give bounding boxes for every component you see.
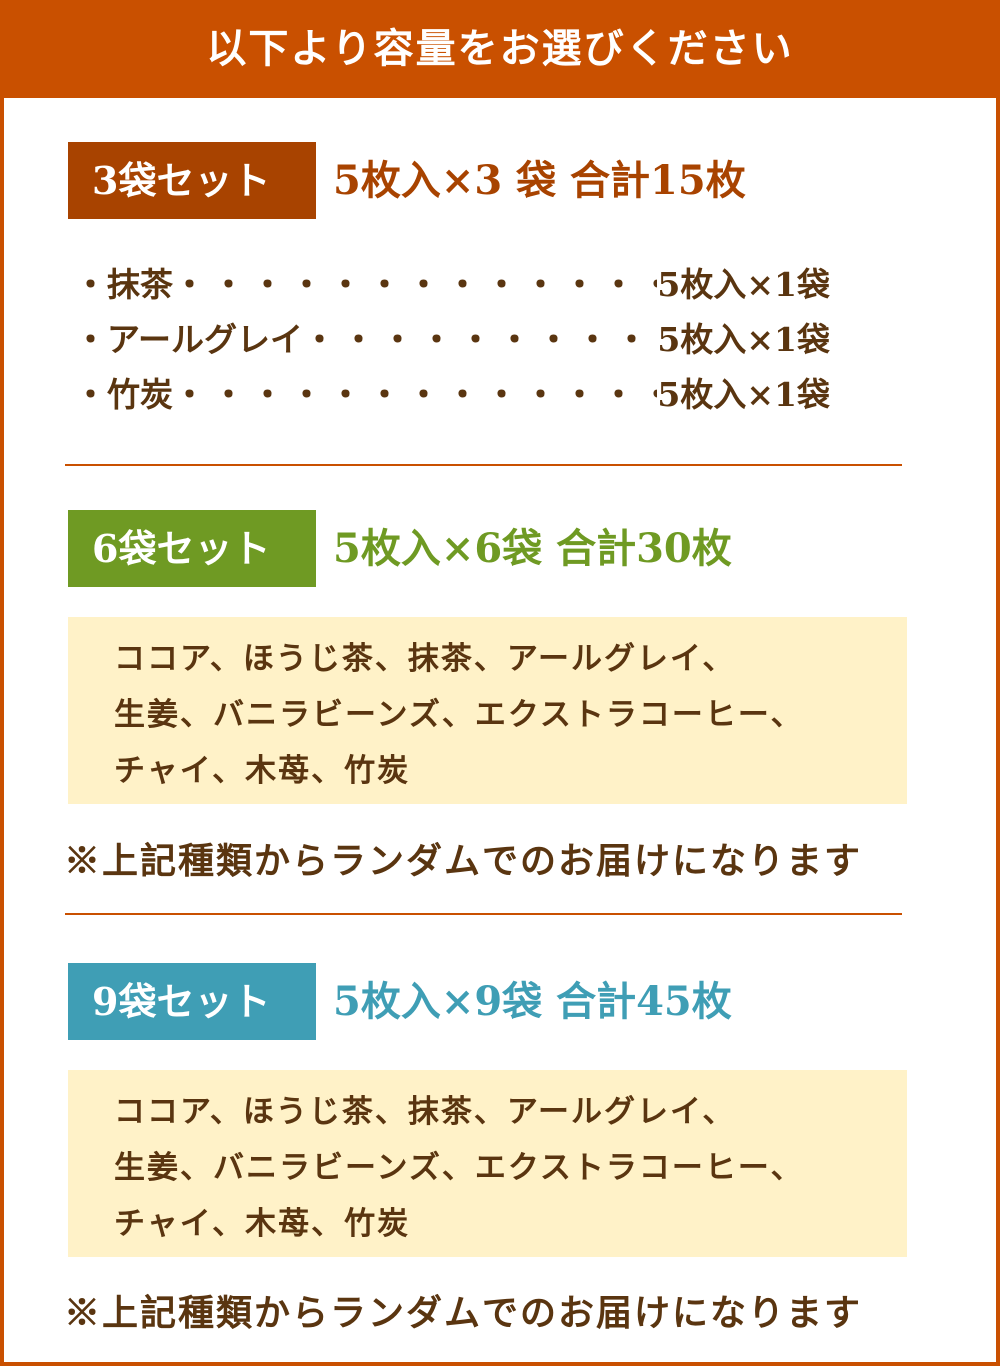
- item-value: 5枚入×1袋: [657, 375, 830, 414]
- item-value: 5枚入×1袋: [657, 265, 830, 304]
- item-name: ・アールグレイ: [74, 320, 304, 359]
- item-value: 5枚入×1袋: [657, 320, 830, 359]
- flavor-line: ココア、ほうじ茶、抹茶、アールグレイ、: [114, 1094, 736, 1130]
- set9-label: 9袋セット: [68, 963, 316, 1040]
- set6-title: 5枚入×6袋 合計30枚: [333, 525, 732, 572]
- flavor-line: 生姜、バニラビーンズ、エクストラコーヒー、: [114, 697, 804, 733]
- set9-flavors: ココア、ほうじ茶、抹茶、アールグレイ、 生姜、バニラビーンズ、エクストラコーヒー…: [68, 1070, 907, 1257]
- set9-note: ※上記種類からランダムでのお届けになります: [64, 1292, 863, 1334]
- flavor-line: 生姜、バニラビーンズ、エクストラコーヒー、: [114, 1150, 804, 1186]
- set6-label: 6袋セット: [68, 510, 316, 587]
- set6-flavors: ココア、ほうじ茶、抹茶、アールグレイ、 生姜、バニラビーンズ、エクストラコーヒー…: [68, 617, 907, 804]
- set6-note: ※上記種類からランダムでのお届けになります: [64, 840, 863, 882]
- item-name: ・竹炭: [74, 375, 173, 414]
- flavor-line: チャイ、木苺、竹炭: [114, 753, 411, 789]
- set9-title: 5枚入×9袋 合計45枚: [333, 978, 732, 1025]
- list-item: ・アールグレイ・・・・・・・・・・・・・・・・・・・・5枚入×1袋: [74, 320, 830, 360]
- flavor-line: ココア、ほうじ茶、抹茶、アールグレイ、: [114, 641, 736, 677]
- leader-dots: ・・・・・・・・・・・・・・・・・・・・: [173, 375, 657, 414]
- set3-label: 3袋セット: [68, 142, 316, 219]
- divider: [65, 464, 902, 466]
- leader-dots: ・・・・・・・・・・・・・・・・・・・・: [303, 320, 658, 359]
- flavor-line: チャイ、木苺、竹炭: [114, 1206, 411, 1242]
- list-item: ・抹茶・・・・・・・・・・・・・・・・・・・・5枚入×1袋: [74, 265, 830, 305]
- list-item: ・竹炭・・・・・・・・・・・・・・・・・・・・5枚入×1袋: [74, 375, 830, 415]
- divider: [65, 913, 902, 915]
- leader-dots: ・・・・・・・・・・・・・・・・・・・・: [173, 265, 657, 304]
- set3-title: 5枚入×3 袋 合計15枚: [333, 157, 746, 204]
- page-title: 以下より容量をお選びください: [0, 0, 1000, 98]
- item-name: ・抹茶: [74, 265, 173, 304]
